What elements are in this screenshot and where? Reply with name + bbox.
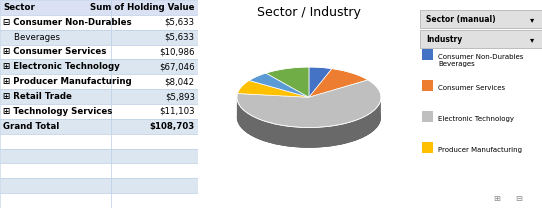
Text: $10,986: $10,986 [159,47,195,57]
Bar [0,134,111,149]
Bar [111,89,198,104]
Text: ⊞ Consumer Services: ⊞ Consumer Services [3,47,106,57]
Text: ⊞ Technology Services: ⊞ Technology Services [3,107,112,116]
Text: ⊞ Electronic Technology: ⊞ Electronic Technology [3,62,120,71]
Text: Sector: Sector [3,3,35,12]
Bar [111,59,198,74]
Text: $5,893: $5,893 [165,92,195,101]
Text: $5,633: $5,633 [165,18,195,27]
Polygon shape [237,80,381,128]
Bar [111,30,198,45]
Bar [0,104,111,119]
Text: Sum of Holding Value: Sum of Holding Value [91,3,195,12]
Bar [0,0,111,15]
Text: ▾: ▾ [530,15,534,24]
Bar [423,142,434,153]
Text: Sector (manual): Sector (manual) [426,15,496,24]
Bar [111,104,198,119]
Bar [0,89,111,104]
Polygon shape [309,69,368,97]
Text: $5,633: $5,633 [165,33,195,42]
Bar [423,49,434,60]
Bar [0,74,111,89]
Bar [111,178,198,193]
Bar [0,59,111,74]
Bar [0,30,111,45]
Text: $8,042: $8,042 [165,77,195,86]
Bar [0,15,111,30]
Bar [0,178,111,193]
Polygon shape [249,73,309,97]
Bar [111,0,198,15]
Polygon shape [266,67,309,97]
Text: ⊞: ⊞ [493,194,500,203]
Bar [111,149,198,163]
Bar [111,193,198,208]
Bar [111,15,198,30]
FancyBboxPatch shape [420,10,542,28]
Bar [0,193,111,208]
Text: Sector / Industry: Sector / Industry [257,6,361,19]
Text: Producer Manufacturing: Producer Manufacturing [438,147,522,153]
Text: Consumer Non-Durables
Beverages: Consumer Non-Durables Beverages [438,54,524,67]
Bar [111,74,198,89]
Bar [0,163,111,178]
Text: ⊟ Consumer Non-Durables: ⊟ Consumer Non-Durables [3,18,132,27]
Text: ⊟: ⊟ [515,194,522,203]
Bar [423,80,434,91]
Text: ⊞ Producer Manufacturing: ⊞ Producer Manufacturing [3,77,132,86]
Bar [0,45,111,59]
Bar [0,119,111,134]
Text: Consumer Services: Consumer Services [438,85,506,91]
Bar [111,45,198,59]
Polygon shape [309,67,332,97]
Bar [111,134,198,149]
Text: $67,046: $67,046 [159,62,195,71]
Text: ▾: ▾ [530,35,534,44]
Text: ⊞ Retail Trade: ⊞ Retail Trade [3,92,72,101]
Text: Beverages: Beverages [3,33,60,42]
Bar [111,119,198,134]
Polygon shape [237,80,309,97]
Polygon shape [237,98,381,148]
Bar [423,111,434,122]
FancyBboxPatch shape [420,30,542,48]
Bar [0,149,111,163]
Text: Electronic Technology: Electronic Technology [438,116,514,122]
Text: Grand Total: Grand Total [3,122,59,131]
Text: Industry: Industry [426,35,462,44]
Text: $108,703: $108,703 [150,122,195,131]
Ellipse shape [237,87,381,148]
Text: $11,103: $11,103 [159,107,195,116]
Bar [111,163,198,178]
